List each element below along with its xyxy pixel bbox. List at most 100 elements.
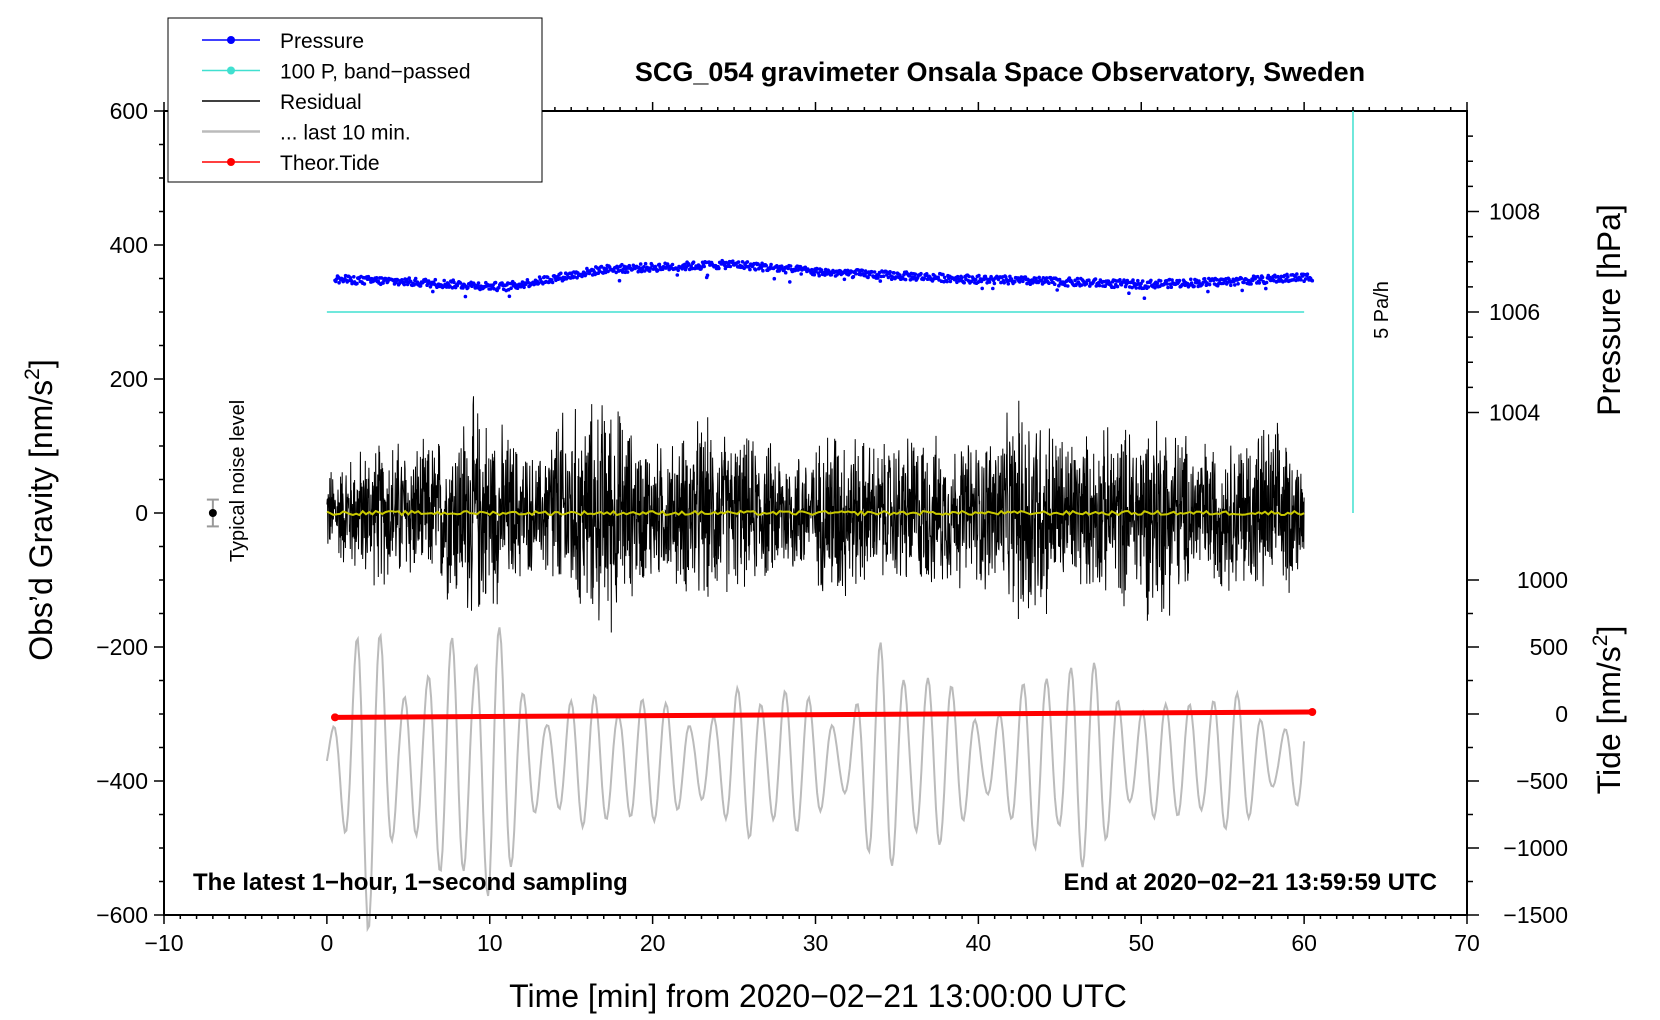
pressure-point	[1310, 278, 1315, 283]
pressure-point	[1207, 282, 1212, 287]
pressure-point	[413, 276, 418, 281]
tide-tick-label: −1000	[1503, 835, 1568, 861]
pressure-point	[922, 276, 927, 281]
tide-point-start	[331, 713, 340, 722]
pressure-point	[526, 280, 530, 285]
pressure-point	[775, 264, 779, 268]
x-axis-label: Time [min] from 2020−02−21 13:00:00 UTC	[509, 978, 1127, 1014]
legend-box	[167, 17, 543, 183]
pressure-point	[1013, 279, 1017, 284]
pressure-point	[819, 268, 824, 272]
pressure-point	[362, 282, 367, 286]
x-tick-label: 20	[640, 930, 666, 956]
legend-swatch-marker	[227, 158, 235, 166]
pressure-point	[545, 275, 550, 280]
legend-swatch-marker	[227, 36, 235, 44]
pressure-point	[458, 281, 463, 285]
pressure-point	[872, 270, 877, 274]
pressure-point	[538, 277, 543, 282]
pressure-point	[691, 260, 696, 265]
pressure-point	[1149, 278, 1153, 283]
chart-title: SCG_054 gravimeter Onsala Space Observat…	[635, 57, 1365, 87]
pressure-point	[1155, 281, 1160, 286]
annotations-layer: Typical noise level 5 Pa/h	[206, 111, 1393, 562]
pressure-point	[1006, 282, 1011, 286]
pressure-point	[799, 272, 803, 276]
pressure-point	[687, 262, 691, 266]
pressure-point	[924, 272, 929, 276]
pressure-point	[913, 272, 918, 277]
pressure-point	[418, 284, 423, 288]
pressure-point	[973, 277, 978, 282]
pressure-point	[786, 266, 790, 271]
pressure-point	[1146, 285, 1151, 289]
pressure-point	[642, 269, 647, 273]
pressure-point	[1257, 281, 1262, 285]
pressure-point	[497, 285, 501, 290]
pressure-point	[999, 280, 1003, 285]
pressure-point	[647, 269, 652, 273]
y-tick-label: 400	[110, 232, 148, 258]
pressure-point	[736, 260, 741, 264]
pressure-point	[643, 261, 648, 266]
pressure-point	[1276, 274, 1280, 279]
x-tick-label: 40	[966, 930, 992, 956]
pressure-point	[779, 264, 784, 269]
pressure-point	[962, 280, 966, 285]
pressure-point	[842, 277, 847, 282]
legend-entry-label: Pressure	[280, 30, 364, 53]
pressure-point	[987, 280, 992, 284]
pressure-point	[1202, 277, 1207, 281]
pressure-point	[476, 281, 481, 285]
y-tick-label: −200	[96, 634, 148, 660]
pressure-point	[1206, 289, 1210, 294]
series-residual-smoothed	[326, 509, 1305, 517]
x-tick-label: 10	[477, 930, 503, 956]
pressure-point	[1158, 279, 1163, 283]
pressure-point	[1264, 280, 1269, 285]
pressure-point	[788, 280, 792, 284]
pressure-point	[1017, 280, 1022, 284]
y-tick-label: −600	[96, 902, 148, 928]
pressure-point	[788, 264, 793, 268]
pressure-point	[1286, 275, 1290, 279]
pressure-point	[705, 273, 710, 278]
pressure-point	[1299, 277, 1303, 282]
pressure-point	[1236, 282, 1240, 286]
pressure-point	[1166, 285, 1170, 290]
pressure-point	[991, 286, 995, 291]
footer-sampling-note: The latest 1−hour, 1−second sampling	[193, 869, 628, 896]
pressure-point	[493, 280, 498, 285]
pressure-point	[1233, 283, 1237, 287]
pressure-point	[1052, 282, 1057, 287]
pressure-point	[1047, 281, 1051, 286]
pressure-tick-label: 1008	[1489, 199, 1540, 225]
pressure-point	[878, 279, 883, 283]
pressure-point	[1079, 283, 1084, 287]
pressure-point	[584, 272, 588, 276]
pressure-point	[1002, 281, 1006, 285]
pressure-point	[876, 276, 880, 280]
noise-marker	[208, 509, 217, 517]
tide-axis-label: Tide [nm/s2]	[1589, 626, 1627, 795]
pressure-point	[559, 271, 563, 276]
pressure-point	[753, 268, 758, 272]
pressure-point	[1177, 278, 1182, 283]
pressure-point	[1115, 284, 1120, 289]
pressure-point	[759, 266, 764, 270]
y-tick-label: 0	[135, 500, 148, 526]
pressure-point	[431, 289, 435, 294]
pressure-point	[1084, 282, 1089, 286]
pressure-point	[433, 277, 438, 282]
x-tick-label: 0	[320, 930, 333, 956]
pressure-point	[1140, 279, 1145, 283]
legend-entry-label: 100 P, band−passed	[280, 61, 471, 84]
pressure-point	[817, 273, 821, 278]
pressure-point	[919, 271, 923, 276]
pressure-point	[1004, 275, 1008, 279]
pressure-point	[942, 275, 947, 280]
pressure-point	[941, 272, 945, 277]
x-tick-label: 60	[1291, 930, 1317, 956]
pressure-point	[1075, 276, 1080, 281]
